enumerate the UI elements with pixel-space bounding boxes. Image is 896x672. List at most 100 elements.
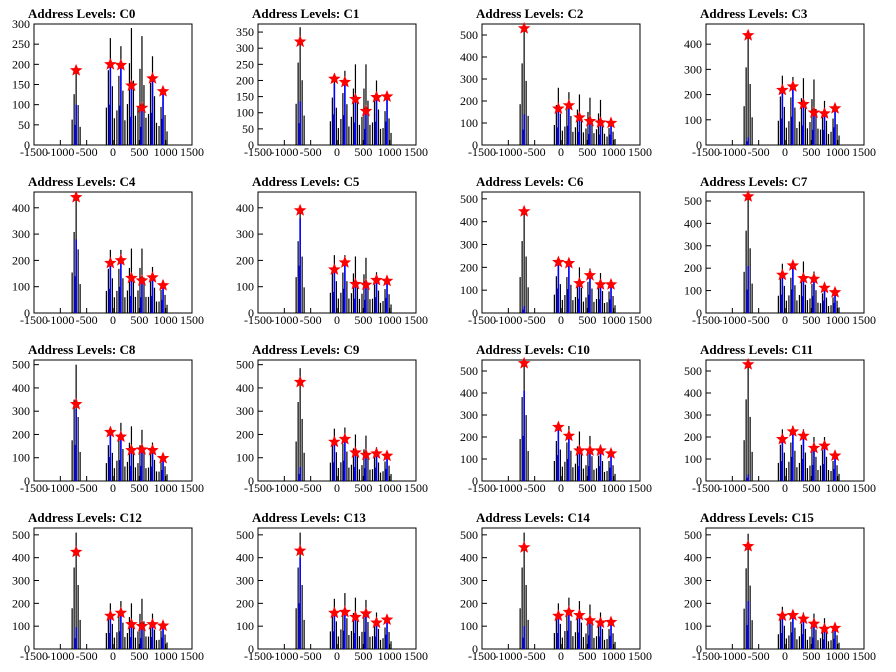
peak-marker-star (786, 424, 800, 437)
peak-marker-star (293, 203, 307, 216)
histogram-panel: Address Levels: C0 0 50 100 150 200 250 300 -150… (12, 6, 204, 159)
y-tick-label: 200 (12, 57, 30, 71)
y-tick-label: 300 (12, 404, 30, 418)
y-tick-label: 200 (460, 94, 478, 108)
y-tick-label: 100 (12, 280, 30, 294)
x-tick-label: 1000 (602, 481, 626, 495)
x-tick-label: 0 (782, 145, 788, 159)
x-tick-label: -1500 (692, 481, 720, 495)
panel-title: Address Levels: C2 (476, 6, 583, 21)
peak-marker-star (69, 545, 83, 558)
peak-marker-star (146, 71, 159, 84)
x-tick-label: 0 (782, 481, 788, 495)
peak-marker-star (807, 617, 821, 630)
x-tick-label: -1500 (244, 481, 272, 495)
histogram-panel: Address Levels: C3 0 100 200 300 400 -1500-100… (684, 6, 876, 159)
x-tick-label: 1000 (154, 481, 178, 495)
panel-title: Address Levels: C14 (476, 510, 590, 525)
y-tick-label: 200 (684, 596, 702, 610)
peak-marker-star (786, 608, 800, 621)
x-tick-label: 1500 (628, 649, 652, 663)
x-tick-label: 1500 (404, 649, 428, 663)
y-tick-label: 0 (248, 138, 254, 152)
x-tick-label: -1500 (244, 313, 272, 327)
x-tick-label: 500 (130, 145, 148, 159)
histogram-panel: Address Levels: C90100200300400500-1500-… (236, 342, 428, 495)
panel-title: Address Levels: C9 (252, 342, 360, 357)
plot-frame (481, 527, 641, 650)
peak-marker-star (156, 84, 170, 97)
x-tick-label: 500 (130, 481, 148, 495)
x-tick-label: -500 (524, 649, 546, 663)
peak-marker-star (125, 443, 138, 456)
y-tick-label: 0 (696, 306, 702, 320)
y-tick-label: 300 (236, 574, 254, 588)
y-tick-label: 400 (12, 201, 30, 215)
plot-frame (481, 359, 641, 482)
x-tick-label: 1000 (826, 313, 850, 327)
x-tick-label: 500 (354, 481, 372, 495)
y-tick-label: 300 (236, 404, 254, 418)
x-tick-label: -500 (524, 481, 546, 495)
peak-marker-star (370, 446, 383, 459)
peak-marker-star (293, 375, 307, 388)
peak-marker-star (380, 274, 394, 287)
panel-title: Address Levels: C7 (700, 174, 808, 189)
y-tick-label: 400 (12, 551, 30, 565)
x-tick-label: 1000 (826, 481, 850, 495)
peak-marker-star (828, 101, 842, 114)
x-tick-label: -1000 (270, 649, 298, 663)
y-tick-label: 0 (248, 306, 254, 320)
peak-marker-star (583, 114, 597, 127)
peak-marker-star (741, 357, 755, 370)
y-tick-label: 400 (460, 551, 478, 565)
histogram-panel: Address Levels: C13 0 100 200 300 400 500 -1500… (236, 510, 428, 663)
peak-marker-star (69, 190, 83, 203)
x-tick-label: 1000 (826, 649, 850, 663)
peak-marker-star (135, 101, 149, 114)
y-tick-label: 300 (460, 408, 478, 422)
x-tick-label: -500 (76, 313, 98, 327)
peak-marker-star (359, 278, 373, 291)
x-tick-label: 500 (130, 649, 148, 663)
y-tick-label: 400 (684, 551, 702, 565)
y-tick-label: 300 (12, 574, 30, 588)
peak-marker-star (349, 92, 362, 105)
y-tick-label: 500 (684, 528, 702, 542)
x-tick-label: -500 (300, 313, 322, 327)
plot-frame (33, 191, 193, 314)
x-tick-label: 1500 (180, 313, 204, 327)
x-tick-label: -1000 (718, 481, 746, 495)
peak-marker-star (594, 116, 607, 128)
peak-marker-star (594, 616, 607, 629)
y-tick-label: 300 (12, 17, 30, 31)
x-tick-label: -1000 (46, 313, 74, 327)
peak-marker-star (135, 443, 149, 455)
peak-marker-star (114, 430, 128, 443)
y-tick-label: 0 (472, 306, 478, 320)
y-tick-label: 400 (460, 215, 478, 229)
peak-marker-star (818, 439, 831, 452)
y-tick-label: 0 (248, 474, 254, 488)
x-tick-label: 500 (354, 145, 372, 159)
histogram-panel: Address Levels: C5 0 100 200 300 400 -1500-100… (236, 174, 428, 327)
plot-frame (705, 191, 865, 314)
x-tick-label: -1500 (20, 145, 48, 159)
y-tick-label: 150 (236, 90, 254, 104)
peak-marker-star (146, 270, 159, 283)
x-tick-label: -500 (300, 481, 322, 495)
peak-marker-star (573, 443, 586, 457)
peak-marker-star (552, 102, 565, 114)
peak-marker-star (156, 451, 170, 464)
peak-marker-star (328, 435, 341, 448)
peak-marker-star (104, 57, 117, 70)
peak-marker-star (69, 397, 83, 410)
x-tick-label: -500 (748, 649, 770, 663)
peak-marker-star (104, 425, 117, 438)
y-tick-label: 100 (684, 619, 702, 633)
y-tick-label: 100 (460, 619, 478, 633)
histogram-panel: Address Levels: C60100200300400500-1500-… (460, 174, 652, 327)
x-tick-label: 0 (110, 649, 116, 663)
x-tick-label: -1000 (270, 313, 298, 327)
x-tick-label: 0 (558, 145, 564, 159)
